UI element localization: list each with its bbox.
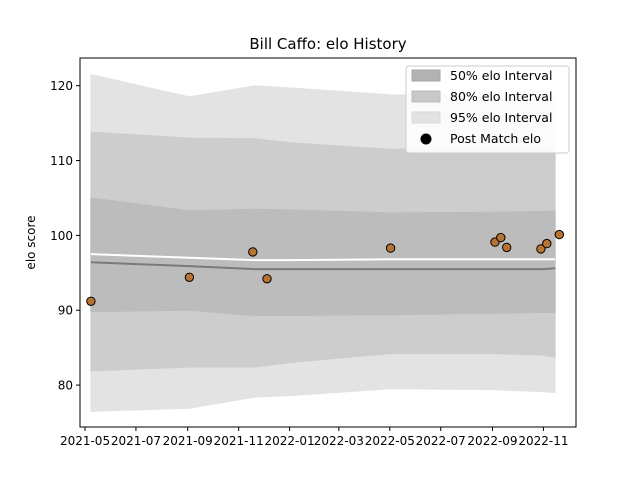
legend-label-post-match: Post Match elo	[450, 131, 541, 146]
legend-swatch-80	[411, 90, 441, 103]
median-elo-line	[90, 261, 556, 271]
post-match-point	[262, 274, 272, 284]
chart-title: Bill Caffo: elo History	[249, 35, 406, 53]
post-match-point	[554, 229, 564, 240]
y-axis: 80 90 100 110 120	[50, 79, 80, 393]
band-50-interval	[90, 197, 556, 316]
legend: 50% elo Interval 80% elo Interval 95% el…	[405, 65, 570, 154]
legend-marker-post-match	[420, 133, 432, 145]
x-tick-label: 2021-07	[111, 434, 161, 448]
x-axis: 2021-05 2021-07 2021-09 2021-11 2022-01 2022-…	[60, 427, 569, 448]
post-match-point	[542, 238, 552, 249]
y-tick-label: 110	[50, 154, 73, 168]
x-tick-label: 2022-05	[365, 434, 415, 448]
legend-label-50: 50% elo Interval	[450, 68, 552, 83]
axes-frame	[79, 57, 577, 428]
legend-box	[405, 65, 570, 154]
post-match-point	[86, 296, 96, 306]
x-tick-label: 2022-07	[416, 434, 466, 448]
legend-label-80: 80% elo Interval	[450, 89, 552, 104]
post-match-point	[502, 242, 512, 253]
plot-area	[86, 73, 564, 412]
post-match-point	[184, 272, 195, 282]
x-tick-label: 2022-01	[265, 434, 315, 448]
legend-swatch-50	[411, 69, 441, 82]
x-tick-label: 2022-09	[467, 434, 517, 448]
x-tick-label: 2022-11	[518, 434, 568, 448]
legend-label-95: 95% elo Interval	[450, 110, 552, 125]
y-axis-label: elo score	[24, 215, 38, 269]
post-match-point	[536, 244, 546, 254]
post-match-point	[496, 232, 506, 243]
y-tick-label: 120	[50, 79, 73, 93]
y-tick-label: 80	[58, 379, 73, 393]
post-match-point	[385, 243, 396, 253]
y-tick-label: 100	[50, 229, 73, 243]
x-tick-label: 2021-05	[60, 434, 110, 448]
post-match-point	[248, 247, 258, 257]
x-tick-label: 2022-03	[314, 434, 364, 448]
legend-swatch-95	[411, 111, 441, 124]
x-tick-label: 2021-11	[214, 434, 264, 448]
x-tick-label: 2021-09	[163, 434, 213, 448]
y-tick-label: 90	[58, 304, 73, 318]
mean-elo-line	[90, 253, 556, 262]
